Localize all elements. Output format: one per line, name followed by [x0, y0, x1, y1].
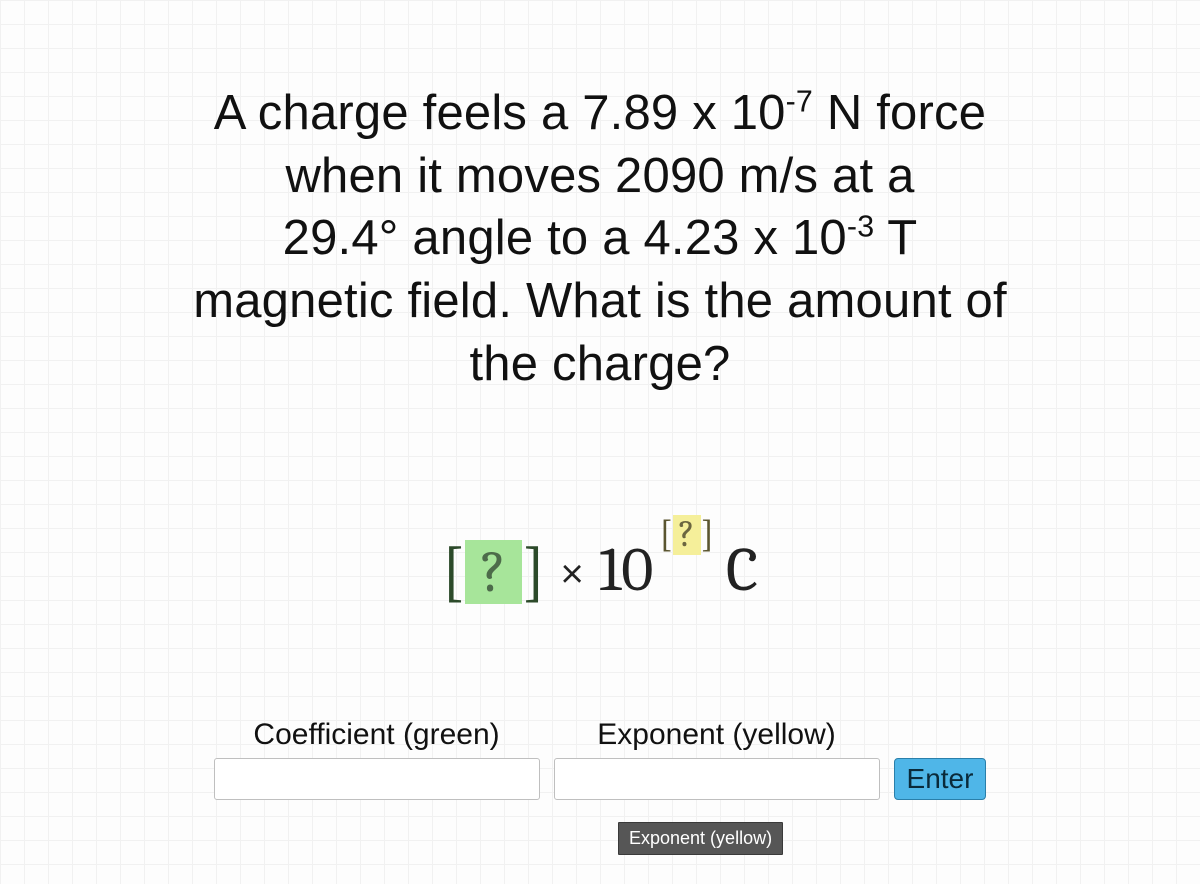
q-line3-sup: -3	[847, 210, 874, 244]
coefficient-input[interactable]	[214, 758, 540, 800]
q-line1-post: N force	[813, 86, 986, 140]
input-area: Coefficient (green) Exponent (yellow) En…	[0, 718, 1200, 800]
q-line2: when it moves 2090 m/s at a	[285, 149, 914, 203]
exponent-input[interactable]	[554, 758, 880, 800]
exp-bracket-left: [	[659, 512, 672, 556]
base-ten: 10	[599, 534, 654, 606]
coefficient-box[interactable]: [?]	[442, 532, 546, 608]
exponent-field-group: Exponent (yellow)	[554, 718, 880, 800]
q-line1-pre: A charge feels a 7.89 x 10	[214, 86, 786, 140]
bracket-left: [	[442, 534, 465, 610]
exp-bracket-right: ]	[701, 512, 714, 556]
question-text: A charge feels a 7.89 x 10-7 N force whe…	[0, 82, 1200, 396]
q-line5: the charge?	[469, 337, 730, 391]
exponent-label: Exponent (yellow)	[597, 718, 835, 752]
exponent-box[interactable]: [?]	[659, 512, 714, 556]
enter-button[interactable]: Enter	[894, 758, 987, 800]
bracket-right: ]	[522, 534, 545, 610]
q-line1-sup: -7	[786, 85, 813, 119]
answer-formula: [?] × 10[?] C	[0, 530, 1200, 606]
unit-label: C	[720, 534, 758, 606]
times-symbol: ×	[551, 546, 592, 599]
coefficient-field-group: Coefficient (green)	[214, 718, 540, 800]
tooltip: Exponent (yellow)	[618, 822, 783, 855]
coefficient-placeholder: ?	[465, 540, 522, 604]
q-line4: magnetic field. What is the amount of	[193, 274, 1007, 328]
q-line3-post: T	[874, 211, 917, 265]
coefficient-label: Coefficient (green)	[253, 718, 499, 752]
exponent-placeholder: ?	[673, 515, 701, 555]
q-line3-pre: 29.4° angle to a 4.23 x 10	[283, 211, 847, 265]
